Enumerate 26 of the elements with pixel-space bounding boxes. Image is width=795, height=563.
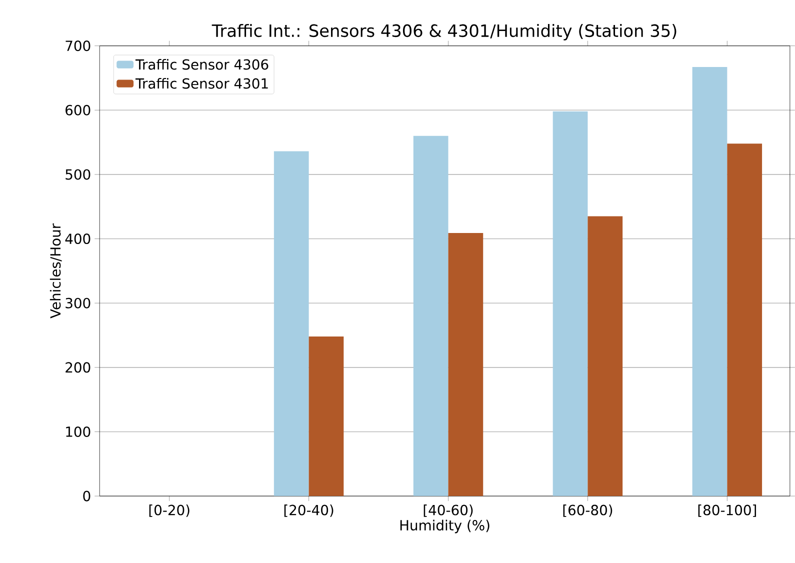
y-tick-label: 600 (66, 104, 90, 116)
x-axis-title: Humidity (%) (400, 520, 490, 534)
y-tick-label: 500 (66, 169, 90, 180)
x-tick-label: [60-80) (563, 504, 612, 518)
x-tick-label: [20-40) (284, 504, 334, 518)
x-tick-label: [40-60) (424, 504, 473, 518)
y-tick-label: 100 (66, 426, 90, 438)
bar (413, 136, 448, 496)
legend-label: Traffic Sensor 4301 (135, 78, 268, 89)
bar (588, 216, 623, 496)
bar (448, 233, 484, 496)
bar (308, 336, 344, 496)
x-tick-label: [0-20) (149, 504, 190, 518)
bar (552, 112, 588, 496)
y-tick-label: 0 (83, 490, 90, 502)
y-tick-label: 300 (66, 298, 90, 308)
bar (274, 151, 309, 496)
bar (692, 67, 728, 496)
chart-title: Traffic Int.: Sensors 4306 & 4301/Humidity (Station 35) (212, 24, 676, 40)
x-tick-label: [80-100] (698, 504, 756, 518)
y-tick-label: 200 (66, 362, 90, 373)
y-tick-label: 700 (66, 40, 90, 52)
legend-label: Traffic Sensor 4306 (135, 59, 268, 70)
bar (727, 144, 762, 496)
y-tick-label: 400 (65, 234, 90, 244)
y-axis-title: Vehicles/Hour (50, 223, 62, 318)
